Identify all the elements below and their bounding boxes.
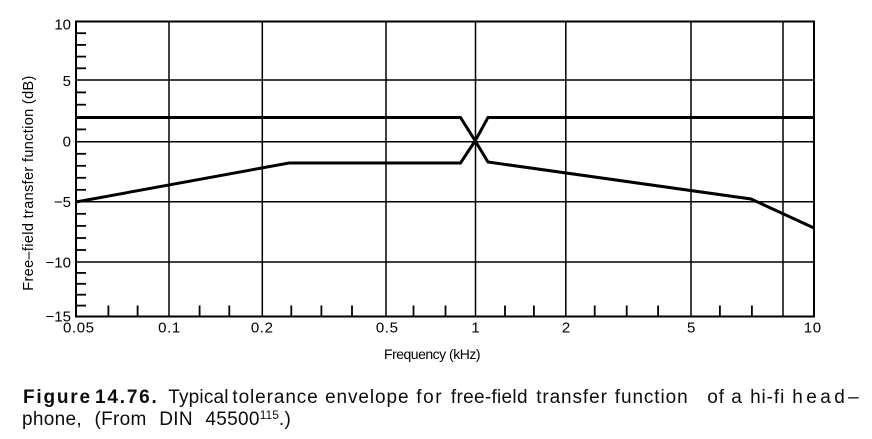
svg-text:10: 10 xyxy=(54,17,71,34)
svg-text:−15: −15 xyxy=(46,309,71,326)
svg-text:0.1: 0.1 xyxy=(158,320,181,337)
svg-text:Frequency (kHz): Frequency (kHz) xyxy=(384,346,480,362)
svg-text:2: 2 xyxy=(562,320,571,337)
svg-text:0: 0 xyxy=(63,134,71,151)
svg-text:Free–field transfer function (: Free–field transfer function (dB) xyxy=(21,75,37,290)
svg-text:10: 10 xyxy=(804,320,822,337)
svg-text:1: 1 xyxy=(471,320,480,337)
svg-text:−10: −10 xyxy=(46,255,71,272)
svg-text:0.2: 0.2 xyxy=(251,320,274,337)
svg-text:−5: −5 xyxy=(54,194,71,211)
svg-text:5: 5 xyxy=(63,73,71,90)
svg-text:0.5: 0.5 xyxy=(376,320,399,337)
svg-text:0.05: 0.05 xyxy=(63,320,95,337)
svg-text:5: 5 xyxy=(687,320,696,337)
